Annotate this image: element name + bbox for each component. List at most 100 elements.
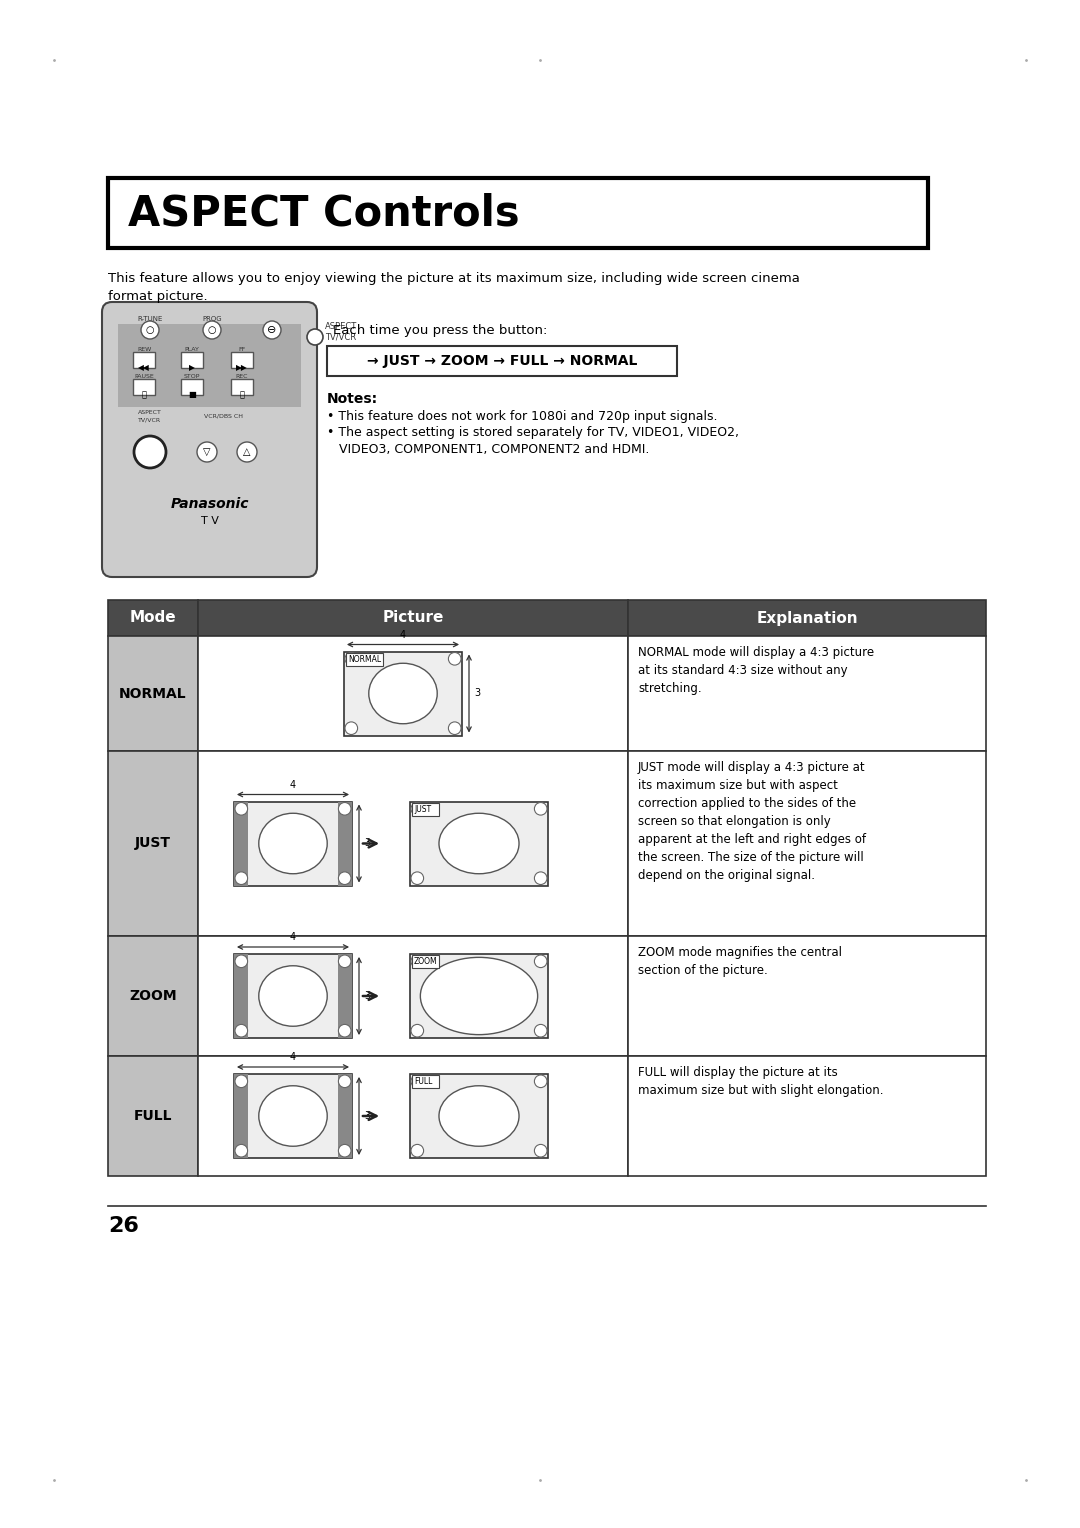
Text: STOP: STOP [184,374,200,379]
Ellipse shape [420,958,538,1034]
Bar [234,1074,248,1158]
Ellipse shape [259,813,327,874]
Circle shape [203,321,221,339]
Circle shape [235,1076,247,1088]
Circle shape [535,1024,546,1038]
Circle shape [535,1144,546,1157]
Text: ⊖: ⊖ [268,325,276,335]
Bar [627,636,986,750]
Text: ZOOM mode magnifies the central
section of the picture.: ZOOM mode magnifies the central section … [638,946,842,976]
Circle shape [235,872,247,885]
Text: ASPECT Controls: ASPECT Controls [129,193,519,234]
Text: 26: 26 [108,1216,139,1236]
Bar [198,636,627,750]
Circle shape [141,321,159,339]
Circle shape [237,442,257,461]
Text: PAUSE: PAUSE [134,374,153,379]
Text: 3: 3 [474,689,481,698]
Text: 3: 3 [364,992,370,1001]
Circle shape [338,955,351,967]
Text: NORMAL: NORMAL [119,686,187,700]
Text: • The aspect setting is stored separately for TV, VIDEO1, VIDEO2,
   VIDEO3, COM: • The aspect setting is stored separatel… [327,426,739,457]
Circle shape [411,1076,423,1088]
Text: ▽: ▽ [203,448,211,457]
Circle shape [345,721,357,735]
Text: ZOOM: ZOOM [414,957,437,966]
Bar [198,937,627,1056]
Text: FF: FF [239,347,245,351]
Ellipse shape [368,663,437,724]
Ellipse shape [438,1086,519,1146]
Circle shape [535,955,546,967]
Text: ◀◀: ◀◀ [138,364,150,373]
Text: • This feature does not work for 1080i and 720p input signals.: • This feature does not work for 1080i a… [327,410,717,423]
Text: Panasonic: Panasonic [171,497,248,510]
Text: FULL: FULL [414,1077,432,1086]
Bar [133,379,156,396]
Bar [231,351,253,368]
Bar [108,937,198,1056]
Bar [234,802,248,886]
Circle shape [411,1144,423,1157]
Text: VCR/DBS CH: VCR/DBS CH [204,414,243,419]
Bar [627,937,986,1056]
Text: JUST: JUST [135,836,171,851]
Bar [627,601,986,636]
Bar [234,953,248,1038]
Bar [327,345,677,376]
Text: ▶: ▶ [189,364,194,373]
Circle shape [345,652,357,665]
Circle shape [535,802,546,814]
Circle shape [411,802,423,814]
Text: Picture: Picture [382,611,444,625]
Bar [338,1074,352,1158]
Bar [108,1056,198,1177]
Bar [108,177,928,248]
Circle shape [338,802,351,814]
Text: Each time you press the button:: Each time you press the button: [333,324,548,338]
Circle shape [235,1144,247,1157]
Text: ASPECT: ASPECT [325,322,357,332]
Circle shape [307,329,323,345]
Text: FULL: FULL [134,1109,172,1123]
Ellipse shape [438,813,519,874]
Text: Notes:: Notes: [327,393,378,406]
Text: Explanation: Explanation [756,611,858,625]
Text: 3: 3 [364,1111,370,1122]
Text: ⏸: ⏸ [141,391,147,399]
Bar [108,750,198,937]
Bar [118,324,301,406]
Bar [346,652,383,666]
Bar [627,750,986,937]
Text: Mode: Mode [130,611,176,625]
Text: REW: REW [137,347,151,351]
Text: ASPECT: ASPECT [138,410,162,416]
Bar [410,802,548,886]
Text: This feature allows you to enjoy viewing the picture at its maximum size, includ: This feature allows you to enjoy viewing… [108,272,800,303]
Text: R-TUNE: R-TUNE [137,316,163,322]
Bar [108,636,198,750]
Bar [338,953,352,1038]
Ellipse shape [259,966,327,1027]
Circle shape [535,872,546,885]
Bar [181,351,203,368]
Circle shape [134,435,166,468]
Text: PROG: PROG [202,316,221,322]
Circle shape [411,1024,423,1038]
Text: 3: 3 [364,839,370,848]
Bar [411,1076,438,1088]
Bar [181,379,203,396]
Text: → JUST → ZOOM → FULL → NORMAL: → JUST → ZOOM → FULL → NORMAL [367,354,637,368]
Text: ⏺: ⏺ [240,391,244,399]
Bar [234,802,352,886]
Text: ■: ■ [188,391,195,399]
Circle shape [197,442,217,461]
Circle shape [235,955,247,967]
Circle shape [338,872,351,885]
Bar [410,1074,548,1158]
Bar [234,953,352,1038]
Bar [410,953,548,1038]
Circle shape [338,1024,351,1038]
Bar [198,601,627,636]
Circle shape [338,1076,351,1088]
